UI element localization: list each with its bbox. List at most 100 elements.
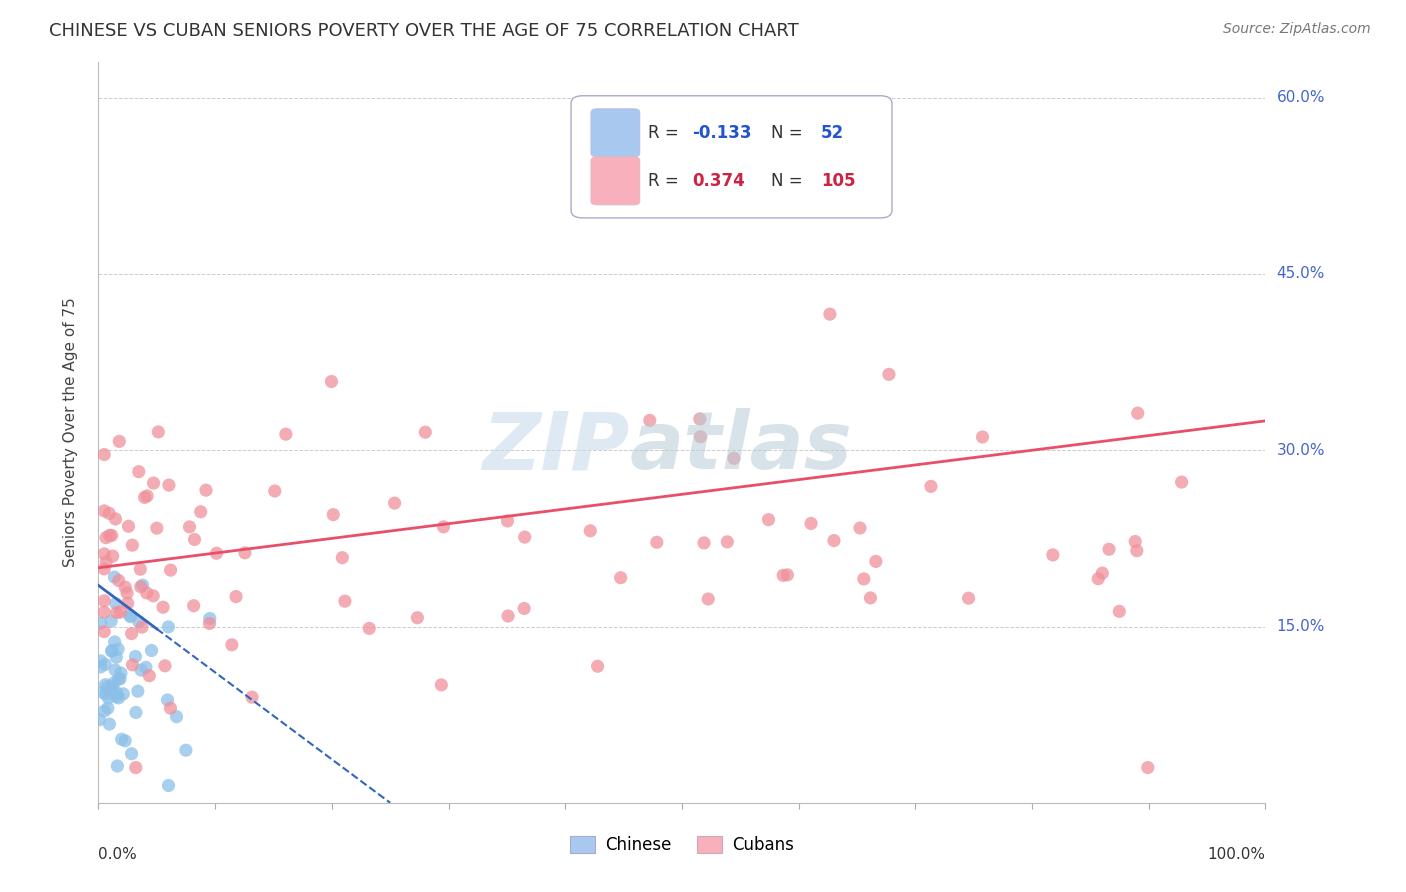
Point (96, 680, 118, 694)
Point (129, 663, 152, 677)
Point (159, 701, 181, 715)
Point (117, 596, 139, 610)
Point (93, 605, 115, 619)
Point (205, 546, 228, 560)
Point (107, 672, 129, 686)
Point (96, 555, 118, 569)
Point (693, 536, 716, 550)
Point (93, 594, 115, 608)
Point (89, 616, 111, 631)
Y-axis label: Seniors Poverty Over the Age of 75: Seniors Poverty Over the Age of 75 (63, 298, 77, 567)
Point (432, 520, 454, 534)
Point (263, 483, 285, 498)
Point (496, 514, 519, 528)
Point (689, 412, 711, 426)
Point (108, 672, 131, 686)
Point (114, 580, 136, 594)
Point (183, 599, 205, 613)
Point (110, 666, 132, 681)
Point (94, 531, 117, 545)
Point (93, 547, 115, 561)
Point (135, 660, 157, 674)
Point (103, 675, 125, 690)
Text: 0.374: 0.374 (692, 172, 745, 190)
Point (136, 489, 159, 503)
Point (98, 507, 121, 521)
Point (141, 643, 163, 657)
Point (142, 589, 165, 603)
Point (129, 562, 152, 576)
Text: R =: R = (648, 124, 685, 142)
Point (384, 496, 406, 510)
Point (1123, 534, 1146, 549)
Point (852, 572, 875, 586)
Point (716, 534, 738, 549)
Point (1087, 572, 1109, 586)
Point (359, 621, 381, 635)
Point (330, 550, 353, 565)
Point (1126, 543, 1149, 558)
FancyBboxPatch shape (591, 157, 640, 205)
Point (104, 663, 127, 677)
Point (877, 368, 900, 382)
FancyBboxPatch shape (591, 109, 640, 157)
Point (198, 611, 221, 625)
Point (723, 451, 745, 466)
Point (190, 505, 212, 519)
Point (93, 704, 115, 718)
Point (800, 516, 823, 531)
Point (129, 580, 152, 594)
Point (105, 650, 128, 665)
Point (100, 644, 122, 658)
Point (107, 574, 129, 588)
Text: N =: N = (770, 172, 807, 190)
Point (142, 476, 165, 491)
Point (101, 643, 124, 657)
Point (159, 563, 181, 577)
Point (93, 562, 115, 576)
Text: 0.0%: 0.0% (98, 847, 138, 863)
Point (179, 520, 201, 534)
Text: 30.0%: 30.0% (1277, 442, 1324, 458)
Point (135, 586, 157, 600)
Point (157, 620, 180, 634)
Point (1108, 604, 1130, 618)
Point (91, 685, 114, 699)
Point (105, 690, 128, 704)
Point (112, 687, 135, 701)
Point (127, 684, 149, 698)
Point (153, 658, 176, 673)
Point (1126, 406, 1149, 420)
Point (110, 732, 132, 747)
Point (121, 626, 143, 640)
Point (100, 614, 122, 628)
Point (115, 586, 138, 600)
Point (125, 706, 148, 720)
Point (120, 609, 142, 624)
Point (195, 483, 218, 498)
Point (920, 479, 942, 493)
Point (131, 578, 153, 592)
Point (104, 635, 127, 649)
Text: 105: 105 (821, 172, 855, 190)
Text: 60.0%: 60.0% (1277, 90, 1324, 105)
Point (957, 591, 980, 606)
Point (221, 638, 243, 652)
Point (496, 609, 519, 624)
Point (645, 535, 668, 549)
Point (146, 521, 169, 535)
Point (148, 425, 170, 439)
Point (697, 592, 720, 607)
Point (93, 448, 115, 462)
Point (823, 533, 845, 548)
Point (430, 678, 453, 692)
Point (107, 690, 129, 705)
Point (183, 533, 205, 547)
Point (90, 654, 112, 668)
Point (579, 524, 602, 538)
Point (586, 659, 609, 673)
Point (101, 679, 124, 693)
Point (107, 642, 129, 657)
Point (98, 528, 121, 542)
Point (865, 554, 887, 568)
